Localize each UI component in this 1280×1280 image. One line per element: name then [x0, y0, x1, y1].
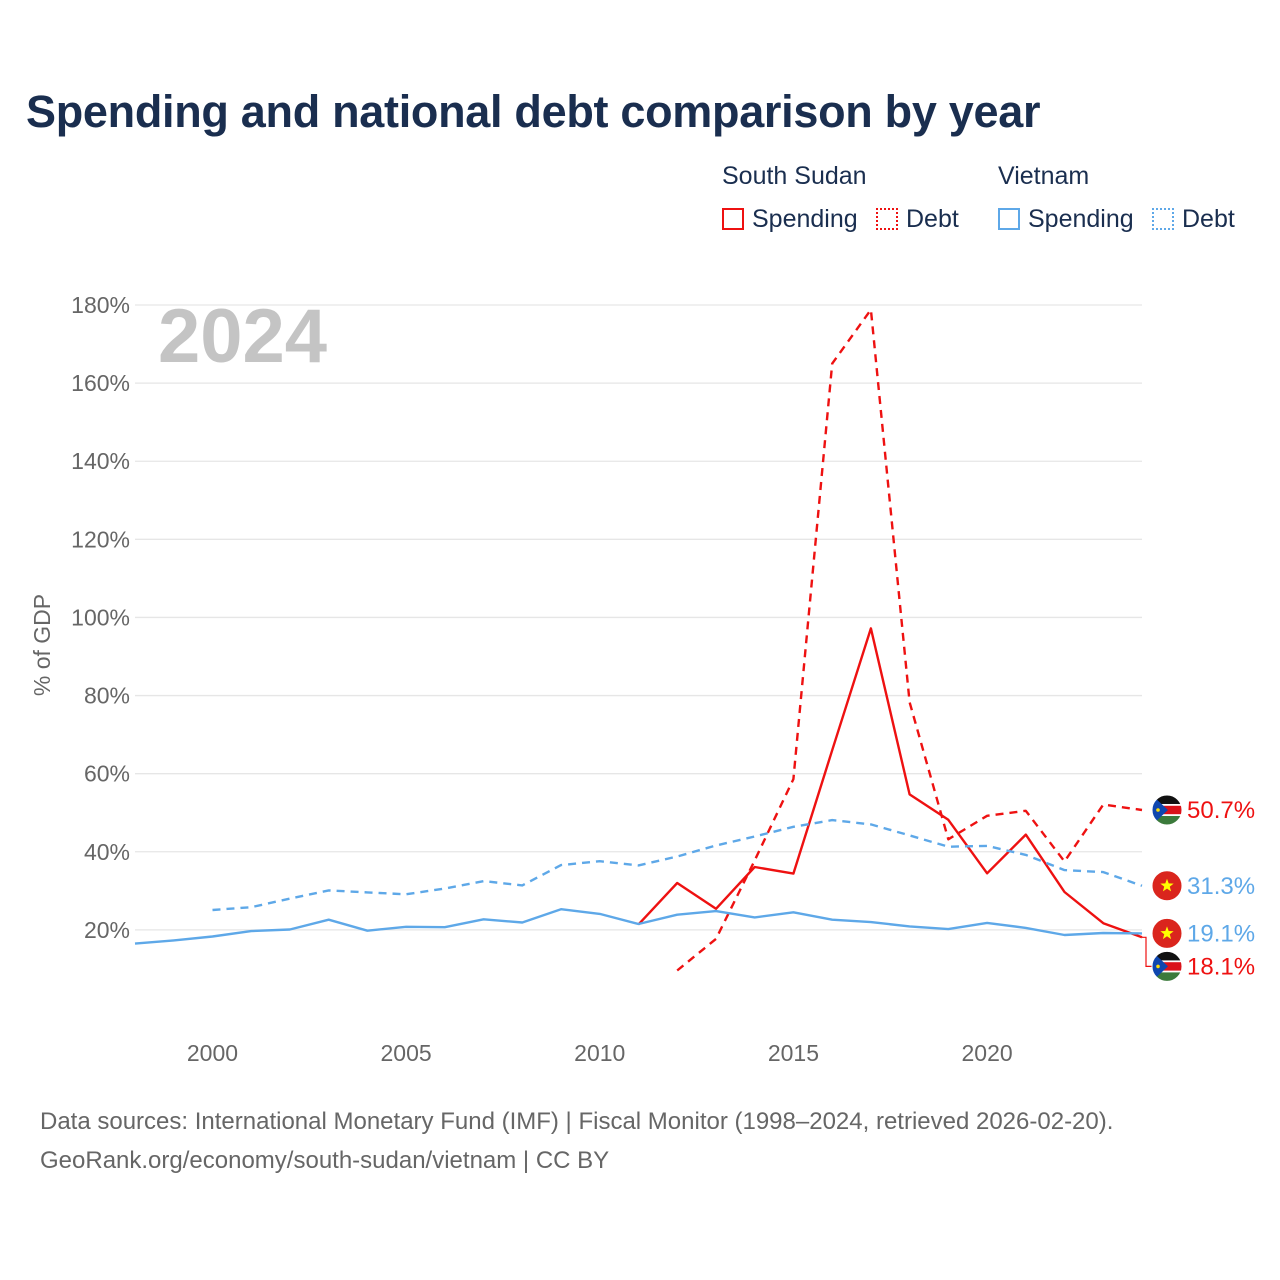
south-sudan-flag-icon	[1152, 951, 1182, 982]
legend-label: Debt	[1182, 204, 1235, 233]
y-tick-label: 20%	[84, 917, 130, 943]
chart-title: Spending and national debt comparison by…	[26, 86, 1041, 137]
y-tick-label: 100%	[71, 604, 130, 630]
y-axis-label: % of GDP	[29, 594, 55, 696]
legend-label: Spending	[752, 204, 858, 233]
series-line-south-sudan-debt[interactable]	[676, 308, 1143, 972]
end-markers: 50.7% 31.3% 19.1% 18.1%	[1142, 794, 1255, 982]
y-tick-label: 60%	[84, 761, 130, 787]
legend-swatch-dotted	[1152, 208, 1174, 230]
x-tick-label: 2015	[768, 1040, 819, 1066]
y-tick-label: 120%	[71, 526, 130, 552]
legend-item-south-sudan-spending[interactable]: Spending	[722, 204, 858, 234]
footer-attribution[interactable]: GeoRank.org/economy/south-sudan/vietnam …	[40, 1147, 610, 1174]
x-tick-labels: 2000 2005 2010 2015 2020	[187, 1040, 1013, 1066]
y-tick-label: 40%	[84, 839, 130, 865]
y-tick-label: 80%	[84, 683, 130, 709]
y-tick-label: 180%	[71, 292, 130, 318]
footer-source: Data sources: International Monetary Fun…	[40, 1108, 1114, 1135]
series-layer	[134, 308, 1143, 972]
y-tick-label: 160%	[71, 370, 130, 396]
x-tick-label: 2000	[187, 1040, 238, 1066]
legend-group-vietnam: Vietnam	[998, 162, 1090, 190]
legend-swatch-dotted	[876, 208, 898, 230]
end-value-label: 19.1%	[1187, 920, 1255, 947]
legend-item-south-sudan-debt[interactable]: Debt	[876, 204, 959, 234]
south-sudan-flag-icon	[1152, 794, 1182, 825]
end-value-label: 18.1%	[1187, 953, 1255, 980]
legend-label: Spending	[1028, 204, 1134, 233]
end-value-label: 31.3%	[1187, 873, 1255, 900]
flag-border	[1151, 870, 1183, 902]
x-tick-label: 2005	[381, 1040, 432, 1066]
x-tick-label: 2020	[961, 1040, 1012, 1066]
flag-border	[1151, 917, 1183, 949]
year-watermark: 2024	[158, 294, 327, 379]
flag-border	[1151, 950, 1183, 982]
x-tick-label: 2010	[574, 1040, 625, 1066]
legend-swatch-solid	[998, 208, 1020, 230]
series-line-south-sudan-spending[interactable]	[637, 627, 1143, 939]
series-line-vietnam-debt[interactable]	[212, 818, 1143, 912]
series-line-vietnam-spending[interactable]	[134, 908, 1143, 945]
legend-label: Debt	[906, 204, 959, 233]
vietnam-flag-icon	[1152, 918, 1182, 949]
y-tick-labels: 20% 40% 60% 80% 100% 120% 140% 160% 180%	[71, 292, 130, 943]
vietnam-flag-icon	[1152, 870, 1182, 901]
legend-swatch-solid	[722, 208, 744, 230]
flag-border	[1151, 794, 1183, 826]
legend-group-south-sudan: South Sudan	[722, 162, 867, 190]
leader-line	[1142, 936, 1152, 968]
end-value-label: 50.7%	[1187, 797, 1255, 824]
legend-item-vietnam-debt[interactable]: Debt	[1152, 204, 1235, 234]
grid-layer	[135, 304, 1142, 931]
y-tick-label: 140%	[71, 448, 130, 474]
legend-item-vietnam-spending[interactable]: Spending	[998, 204, 1134, 234]
